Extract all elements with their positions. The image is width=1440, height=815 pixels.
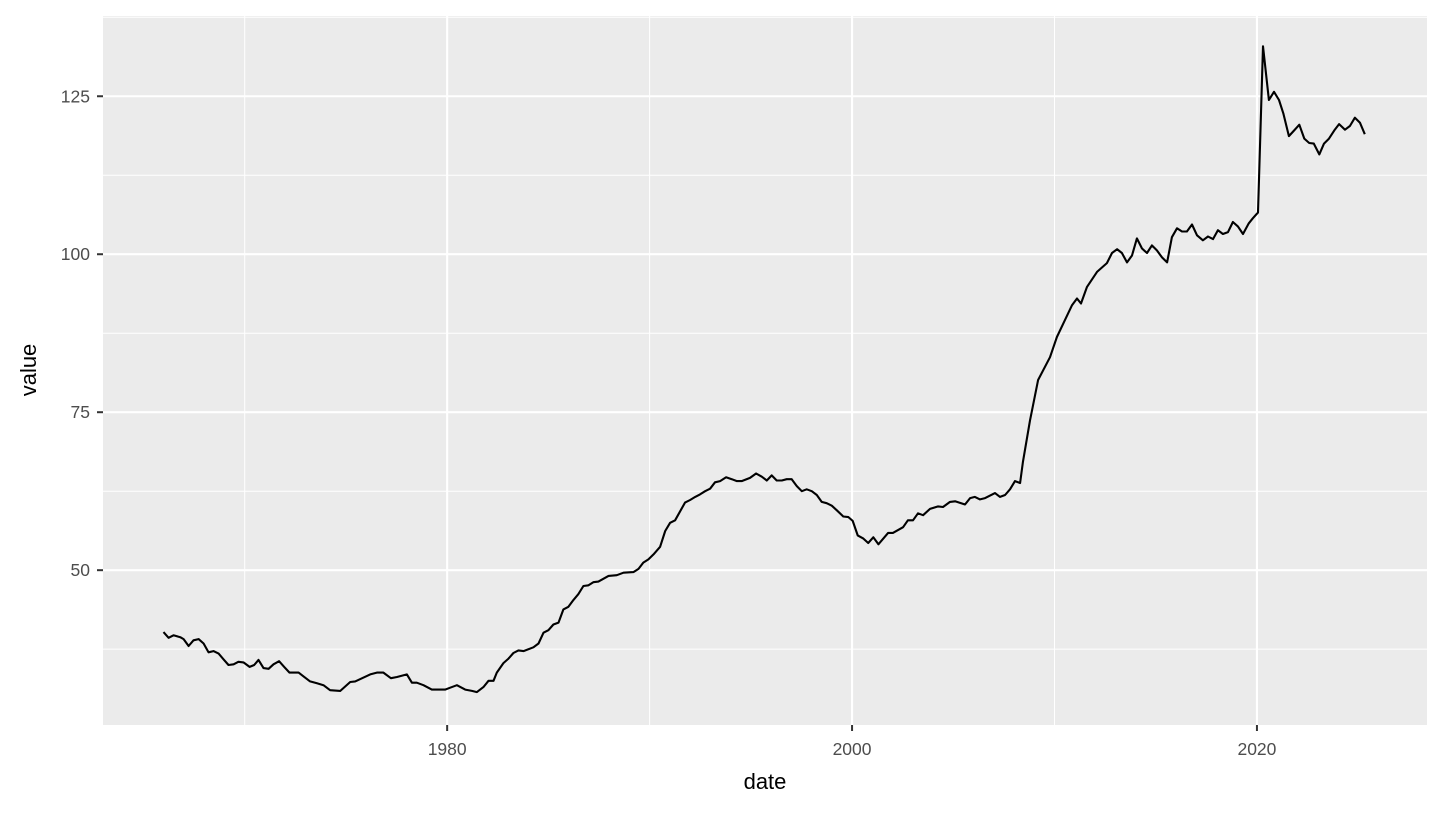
x-tick-label: 1980 — [428, 739, 467, 759]
x-tick-label: 2000 — [833, 739, 872, 759]
y-tick-label: 125 — [61, 86, 90, 106]
y-tick-label: 75 — [71, 402, 90, 422]
x-axis: 1980 2000 2020 — [428, 725, 1277, 759]
series-line — [162, 45, 1366, 694]
x-tick-label: 2020 — [1237, 739, 1276, 759]
major-gridlines — [103, 16, 1427, 725]
y-axis-title: value — [16, 344, 41, 397]
x-axis-title: date — [744, 769, 787, 794]
plot-panel — [103, 16, 1427, 725]
minor-gridlines — [103, 16, 1427, 725]
y-tick-label: 100 — [61, 244, 90, 264]
y-axis: 50 75 100 125 — [61, 86, 103, 580]
y-tick-label: 50 — [71, 560, 91, 580]
